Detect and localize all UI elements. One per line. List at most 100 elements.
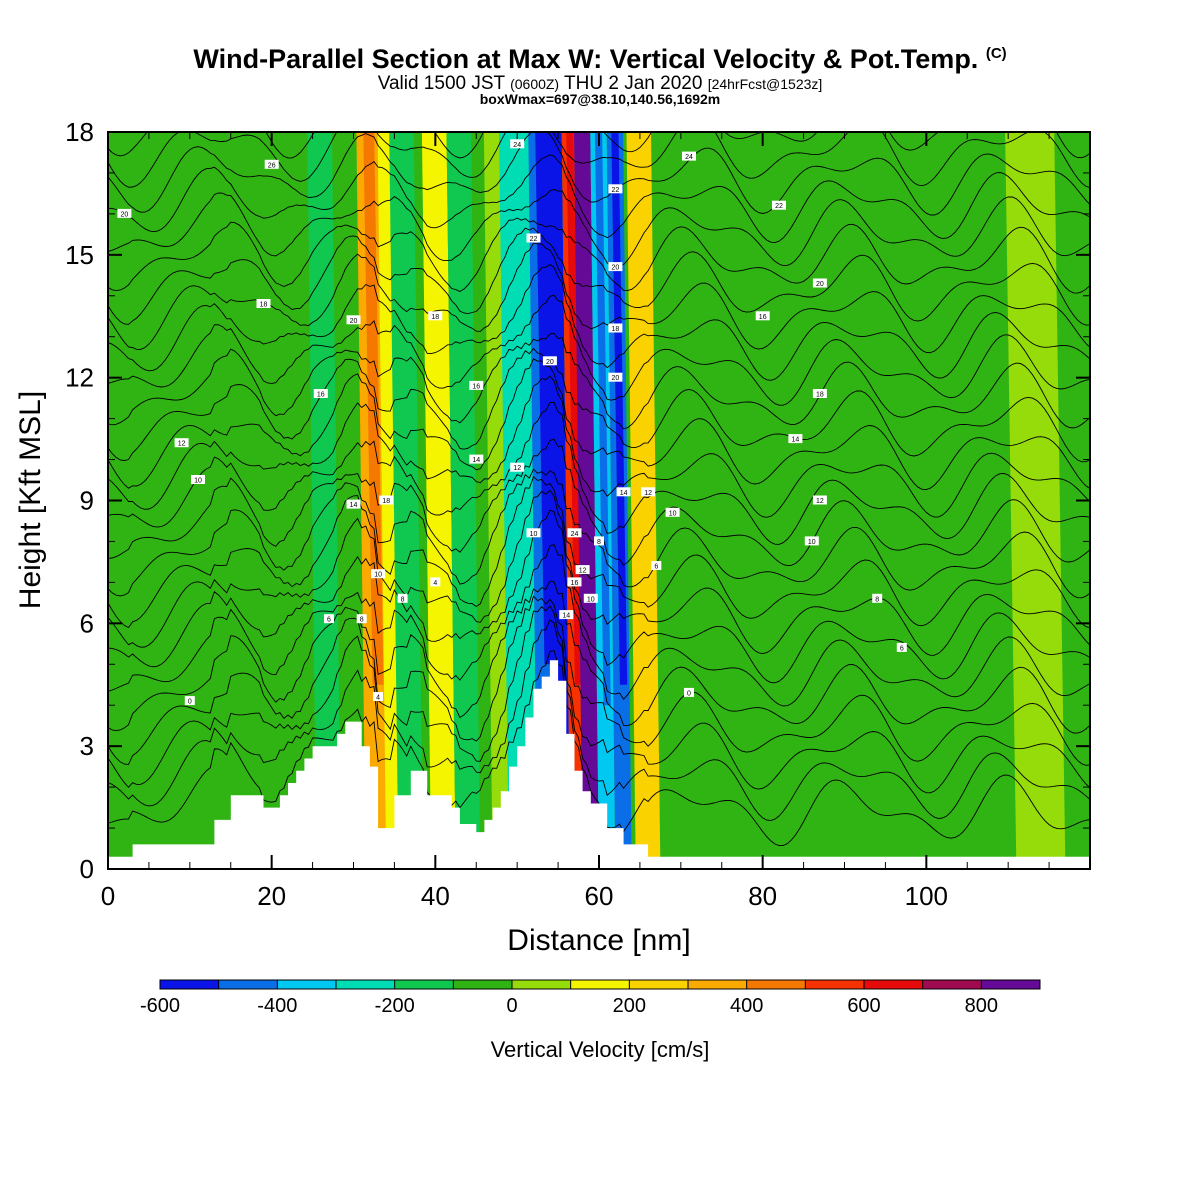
theta-contour bbox=[108, 154, 1090, 244]
colorbar-swatch bbox=[277, 980, 337, 989]
contour-label-text: 10 bbox=[194, 478, 202, 485]
contour-label-text: 18 bbox=[612, 326, 620, 333]
y-tick-label: 3 bbox=[80, 731, 94, 761]
contour-label-bg bbox=[567, 528, 582, 538]
contour-label-text: 8 bbox=[875, 596, 879, 603]
y-tick-label: 9 bbox=[80, 486, 94, 516]
x-tick-label: 100 bbox=[905, 881, 948, 911]
contour-label-text: 20 bbox=[612, 375, 620, 382]
contour-label: 12 bbox=[641, 487, 656, 497]
contour-label-bg bbox=[264, 159, 279, 169]
colorbar-swatch bbox=[805, 980, 865, 989]
contour-label-text: 20 bbox=[546, 359, 554, 366]
contour-label-text: 16 bbox=[317, 392, 325, 399]
colorbar-swatch bbox=[864, 980, 924, 989]
terrain bbox=[108, 660, 1090, 869]
theta-contour bbox=[108, 217, 1090, 294]
contour-label-text: 12 bbox=[579, 568, 587, 575]
contour-label-text: 18 bbox=[260, 302, 268, 309]
contour-label-bg bbox=[346, 499, 361, 509]
w-column bbox=[483, 132, 509, 869]
x-tick-label: 80 bbox=[748, 881, 777, 911]
contour-label-bg bbox=[896, 642, 907, 652]
contour-label-text: 10 bbox=[669, 510, 677, 517]
contour-label-bg bbox=[510, 139, 525, 149]
contour-label-text: 14 bbox=[472, 457, 480, 464]
box-info: boxWmax=697@38.10,140.56,1692m bbox=[479, 91, 721, 107]
contour-label: 20 bbox=[346, 315, 361, 325]
chart-title: Wind-Parallel Section at Max W: Vertical… bbox=[0, 44, 1200, 75]
contour-label: 10 bbox=[804, 536, 819, 546]
contour-label: 8 bbox=[397, 593, 408, 603]
copyright-mark: (C) bbox=[985, 45, 1007, 62]
contour-label-text: 12 bbox=[178, 441, 186, 448]
contour-label-text: 22 bbox=[775, 203, 783, 210]
theta-contour bbox=[108, 509, 1090, 684]
x-tick-label: 0 bbox=[101, 881, 115, 911]
contour-label-bg bbox=[616, 487, 631, 497]
contour-label-bg bbox=[428, 311, 443, 321]
contour-label-text: 20 bbox=[121, 211, 129, 218]
contour-label: 0 bbox=[184, 696, 195, 706]
theta-contour bbox=[108, 543, 1090, 707]
contour-label-bg bbox=[684, 687, 694, 697]
contour-label-text: 14 bbox=[562, 613, 570, 620]
contour-label-text: 12 bbox=[644, 490, 652, 497]
contour-label: 10 bbox=[371, 569, 386, 579]
colorbar-tick-label: -400 bbox=[257, 995, 297, 1017]
theta-contour bbox=[108, 188, 1090, 267]
w-column-core bbox=[566, 132, 583, 685]
colorbar-swatch bbox=[981, 980, 1041, 989]
colorbar-tick-label: 800 bbox=[965, 995, 998, 1017]
theta-contours bbox=[108, 132, 1090, 847]
colorbar-swatch bbox=[394, 980, 454, 989]
contour-label-text: 8 bbox=[360, 617, 364, 624]
contour-label: 18 bbox=[256, 299, 271, 309]
colorbar-swatch bbox=[218, 980, 278, 989]
theta-contour bbox=[108, 580, 1090, 734]
w-column bbox=[1005, 132, 1066, 869]
contour-label-text: 20 bbox=[816, 281, 824, 288]
terrain-mask bbox=[108, 660, 1090, 869]
w-column bbox=[307, 132, 342, 869]
theta-contour bbox=[108, 375, 1090, 518]
theta-contour bbox=[108, 263, 1090, 381]
contour-label: 4 bbox=[373, 692, 384, 702]
colorbar-swatch bbox=[746, 980, 806, 989]
contour-label: 24 bbox=[682, 151, 696, 161]
contour-label-bg bbox=[184, 696, 195, 706]
theta-contour bbox=[108, 619, 1090, 821]
w-column-core bbox=[549, 132, 566, 706]
y-tick-label: 0 bbox=[80, 854, 94, 884]
contour-label-bg bbox=[608, 262, 623, 272]
contour-label: 14 bbox=[346, 499, 361, 509]
colorbar: -600 -400 -200 0 200 400 600 800 bbox=[140, 979, 1041, 1017]
theta-contour bbox=[108, 605, 1090, 794]
colorbar-tick-label: -600 bbox=[140, 995, 180, 1017]
contour-label-bg bbox=[313, 389, 328, 398]
contour-label-bg bbox=[542, 356, 557, 366]
contour-label-bg bbox=[583, 593, 598, 603]
contour-label: 14 bbox=[788, 434, 803, 444]
colorbar-tick-label: 400 bbox=[730, 995, 763, 1017]
contour-label-bg bbox=[469, 454, 484, 464]
w-column-core bbox=[578, 132, 595, 665]
contour-label-text: 24 bbox=[571, 531, 579, 538]
theta-contour bbox=[108, 132, 1090, 189]
theta-contour bbox=[108, 358, 1090, 491]
y-tick-label: 12 bbox=[65, 363, 94, 393]
contour-label-text: 22 bbox=[530, 236, 538, 243]
contour-label-bg bbox=[812, 389, 827, 398]
contour-label: 8 bbox=[594, 536, 604, 546]
chart-title-text: Wind-Parallel Section at Max W: Vertical… bbox=[193, 44, 979, 74]
contour-label-text: 6 bbox=[327, 617, 331, 624]
contour-label-bg bbox=[641, 487, 656, 497]
contour-label-text: 18 bbox=[816, 392, 824, 399]
contour-label: 22 bbox=[772, 200, 786, 210]
contour-label-text: 16 bbox=[472, 383, 480, 390]
contour-label-bg bbox=[804, 536, 819, 546]
contour-label-text: 14 bbox=[350, 502, 358, 509]
contour-label-text: 24 bbox=[513, 142, 521, 149]
colorbar-swatch bbox=[160, 980, 220, 989]
